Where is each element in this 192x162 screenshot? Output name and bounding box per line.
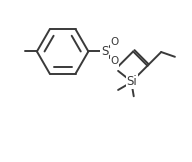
Text: Si: Si xyxy=(127,75,137,88)
Text: S: S xyxy=(101,45,108,58)
Text: O: O xyxy=(110,37,119,46)
Text: O: O xyxy=(110,56,119,66)
